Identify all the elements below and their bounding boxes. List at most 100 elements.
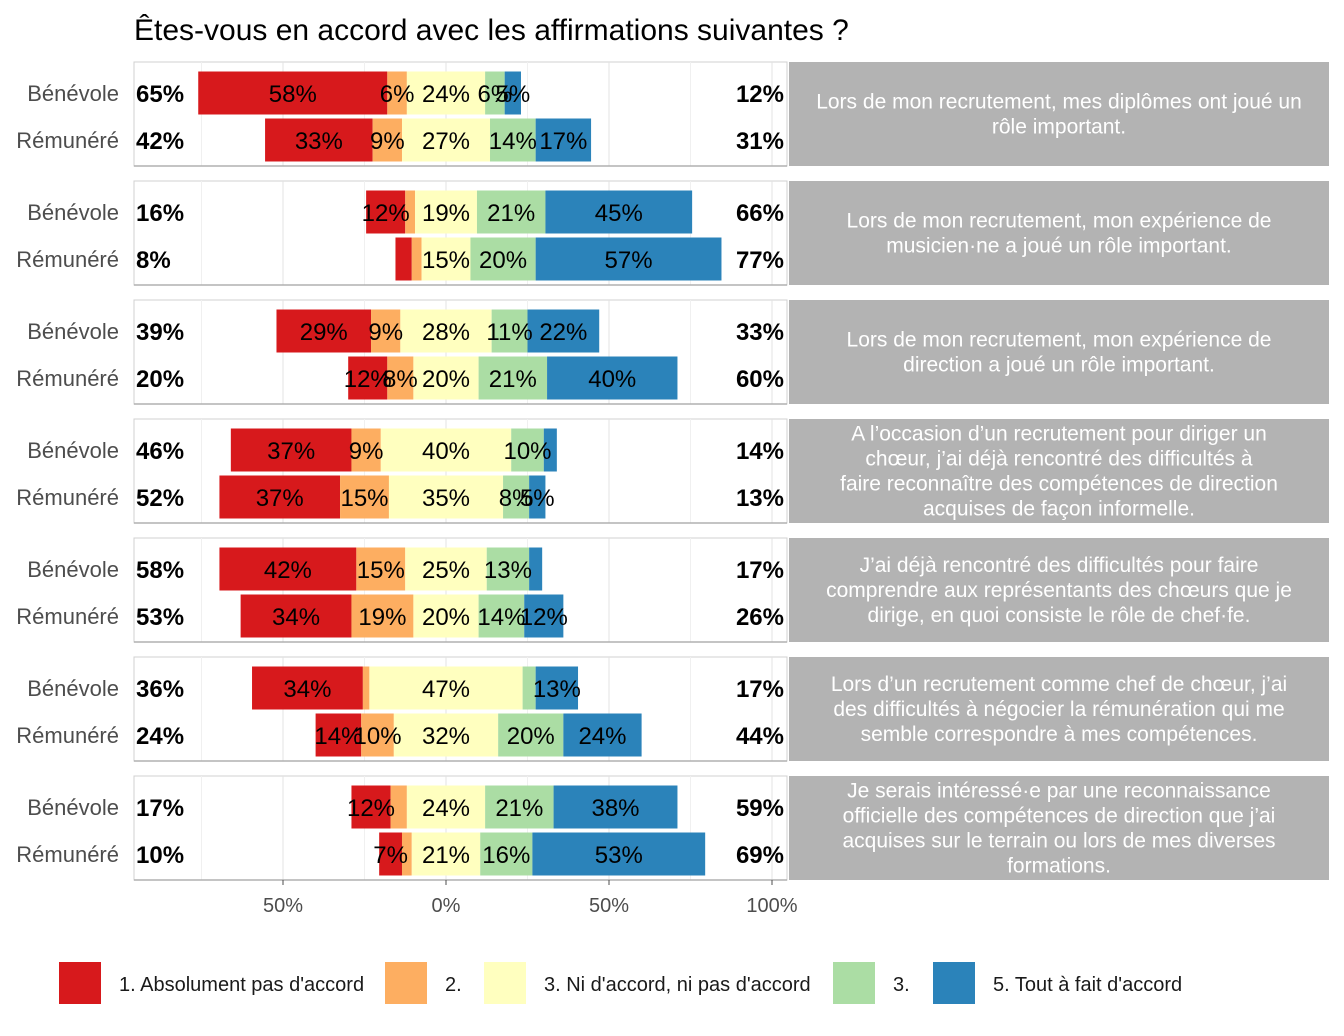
low-total-label: 17% [136,795,184,822]
bar-segment [219,547,357,591]
high-total-label: 66% [736,200,784,227]
bar-segment [527,309,600,353]
low-total-label: 65% [136,81,184,108]
low-total-label: 8% [136,247,171,274]
x-tick-label: 100% [746,895,797,917]
segment-label: 29% [300,319,348,346]
bar-segment [362,666,370,710]
legend-swatch [933,962,975,1004]
group-label: Rémunéré [16,128,119,153]
group-label: Rémunéré [16,604,119,629]
statement-strip [789,181,1329,285]
segment-label: 40% [588,366,636,393]
segment-label: 12% [520,604,568,631]
legend-label: 2. [445,974,462,996]
segment-label: 6% [380,81,415,108]
statement-text: faire reconnaître des compétences de dir… [840,473,1278,496]
high-total-label: 17% [736,676,784,703]
bar-segment [366,190,406,234]
low-total-label: 16% [136,200,184,227]
bar-segment [413,594,479,638]
bar-segment [421,237,471,281]
segment-label: 13% [484,557,532,584]
legend-swatch [59,962,101,1004]
statement-text: dirige, en quoi consiste le rôle de chef… [868,604,1251,627]
segment-label: 53% [595,842,643,869]
bar-segment [553,785,678,829]
low-total-label: 36% [136,676,184,703]
bar-segment [478,594,525,638]
segment-label: 8% [499,485,534,512]
segment-label: 5% [495,81,530,108]
segment-label: 40% [422,438,470,465]
segment-label: 11% [486,319,532,346]
group-label: Bénévole [27,81,119,106]
segment-label: 34% [272,604,320,631]
bar-segment [379,832,402,876]
statement-text: Je serais intéressé·e par une reconnaiss… [847,780,1271,803]
segment-label: 5% [520,485,555,512]
segment-label: 19% [358,604,406,631]
segment-label: 45% [595,200,643,227]
bar-segment [387,71,407,115]
bar-segment [415,190,477,234]
bar-segment [401,118,491,162]
segment-label: 6% [478,81,513,108]
legend-label: 5. Tout à fait d'accord [993,974,1182,996]
bar-segment [535,237,722,281]
low-total-label: 46% [136,438,184,465]
segment-label: 19% [422,200,470,227]
legend-label: 3. Ni d'accord, ni pas d'accord [544,974,811,996]
high-total-label: 26% [736,604,784,631]
bar-segment [351,594,414,638]
x-tick-label: 0% [432,895,461,917]
segment-label: 37% [267,438,315,465]
segment-label: 12% [362,200,410,227]
segment-label: 14% [314,723,362,750]
low-total-label: 39% [136,319,184,346]
statement-strip [789,300,1329,404]
high-total-label: 77% [736,247,784,274]
segment-label: 21% [487,200,535,227]
segment-label: 24% [422,81,470,108]
bar-segment [387,356,414,400]
statement-strip [789,657,1329,761]
segment-label: 47% [422,676,470,703]
bar-segment [406,785,486,829]
segment-label: 58% [269,81,317,108]
segment-label: 7% [373,842,408,869]
bar-segment [529,547,543,591]
high-total-label: 14% [736,438,784,465]
bar-segment [522,666,536,710]
statement-strip [789,538,1329,642]
group-label: Bénévole [27,795,119,820]
bar-segment [198,71,388,115]
segment-label: 20% [479,247,527,274]
legend: 1. Absolument pas d'accord 2. 3. Ni d'acco… [59,962,1182,1004]
group-label: Rémunéré [16,723,119,748]
bar-segment [369,666,523,710]
statement-text: musicien·ne a joué un rôle important. [886,235,1232,258]
segment-label: 24% [578,723,626,750]
bar-segment [393,713,499,757]
segment-label: 21% [495,795,543,822]
bar-segment [486,547,530,591]
statement-text: chœur, j’ai déjà rencontré des difficult… [865,448,1252,471]
segment-label: 20% [422,366,470,393]
bar-segment [563,713,642,757]
statement-text: comprendre aux représentants des chœurs … [826,579,1292,602]
bar-segment [532,832,706,876]
low-total-label: 42% [136,128,184,155]
high-total-label: 44% [736,723,784,750]
segment-label: 21% [422,842,470,869]
group-label: Bénévole [27,319,119,344]
segment-label: 32% [422,723,470,750]
segment-label: 14% [489,128,537,155]
segment-label: 9% [370,128,405,155]
segment-label: 14% [477,604,525,631]
bar-segment [400,309,492,353]
high-total-label: 60% [736,366,784,393]
group-label: Bénévole [27,557,119,582]
segment-label: 9% [349,438,384,465]
bar-segment [529,475,546,519]
